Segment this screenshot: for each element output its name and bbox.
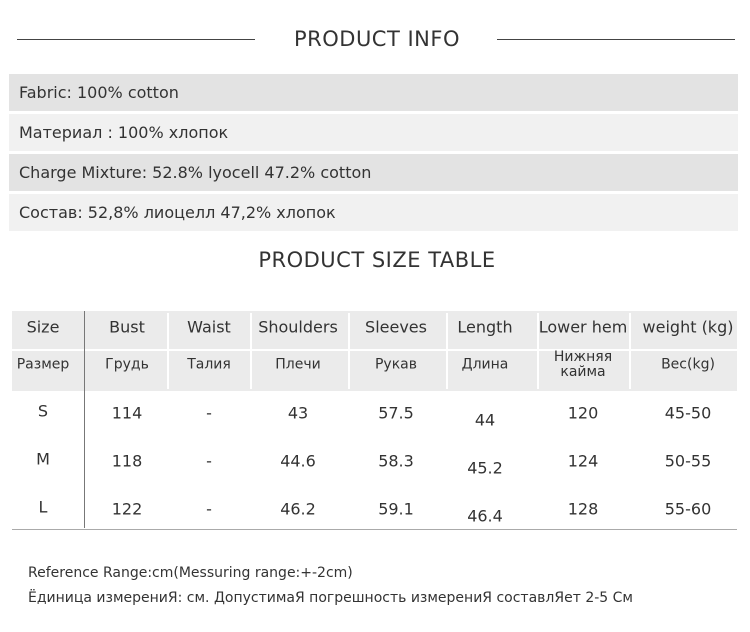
table-cell: 128 bbox=[567, 499, 599, 519]
header-column-divider bbox=[250, 313, 252, 389]
table-cell: 114 bbox=[111, 403, 143, 423]
table-cell: S bbox=[37, 401, 49, 421]
header-column-divider bbox=[446, 313, 448, 389]
product-info-title: PRODUCT INFO bbox=[293, 27, 460, 51]
table-cell: 55-60 bbox=[664, 499, 712, 519]
header-column-divider bbox=[537, 313, 539, 389]
table-cell: - bbox=[206, 451, 212, 471]
header-column-divider bbox=[167, 313, 169, 389]
header-ru-cell: Рукав bbox=[374, 356, 418, 373]
table-cell: - bbox=[206, 403, 212, 423]
header-ru-cell: Вес(kg) bbox=[661, 356, 715, 373]
header-ru-cell: Размер bbox=[16, 356, 70, 373]
header-column-divider bbox=[348, 313, 350, 389]
header-row-divider bbox=[12, 349, 737, 351]
table-cell: 124 bbox=[567, 451, 599, 471]
reference-range-note: Reference Range:cm(Messuring range:+-2cm… bbox=[28, 565, 353, 581]
table-cell: - bbox=[206, 499, 212, 519]
title-divider-right bbox=[497, 39, 735, 40]
header-ru-cell: Длина bbox=[461, 356, 509, 373]
header-ru-cell: Нижняя кайма bbox=[553, 349, 613, 380]
table-cell: 58.3 bbox=[378, 451, 414, 471]
table-cell: 46.2 bbox=[280, 499, 316, 519]
table-cell: L bbox=[38, 497, 48, 517]
header-ru-cell: Грудь bbox=[105, 356, 149, 373]
header-en-cell: Bust bbox=[109, 317, 145, 337]
header-en-cell: Length bbox=[457, 317, 513, 337]
header-en-cell: Sleeves bbox=[365, 317, 427, 337]
header-en-cell: weight (kg) bbox=[642, 317, 734, 337]
table-cell: 120 bbox=[567, 403, 599, 423]
header-column-divider bbox=[629, 313, 631, 389]
table-cell: 44 bbox=[474, 410, 496, 430]
header-ru-cell: Талия bbox=[187, 356, 231, 373]
table-cell: 45-50 bbox=[664, 403, 712, 423]
table-cell: 50-55 bbox=[664, 451, 712, 471]
table-cell: 43 bbox=[287, 403, 309, 423]
info-row-composition-ru: Состав: 52,8% лиоцелл 47,2% хлопок bbox=[9, 194, 738, 231]
header-en-cell: Waist bbox=[187, 317, 231, 337]
table-cell: 57.5 bbox=[378, 403, 414, 423]
table-cell: 59.1 bbox=[378, 499, 414, 519]
table-cell: 122 bbox=[111, 499, 143, 519]
table-cell: 118 bbox=[111, 451, 143, 471]
size-column-divider bbox=[84, 311, 85, 528]
table-bottom-border bbox=[12, 529, 737, 530]
measurement-note-ru: Ёдиница измерениЯ: см. ДопустимаЯ погреш… bbox=[28, 590, 633, 606]
size-table: Size Bust Waist Shoulders Sleeves Length Lower… bbox=[12, 311, 737, 531]
size-table-header bbox=[12, 311, 737, 391]
info-row-charge-mixture: Charge Mixture: 52.8% lyocell 47.2% cott… bbox=[9, 154, 738, 191]
info-row-material-ru: Материал : 100% хлопок bbox=[9, 114, 738, 151]
table-cell: 44.6 bbox=[280, 451, 316, 471]
info-row-fabric: Fabric: 100% cotton bbox=[9, 74, 738, 111]
header-en-cell: Size bbox=[26, 317, 60, 337]
header-en-cell: Shoulders bbox=[258, 317, 338, 337]
table-cell: 46.4 bbox=[467, 506, 503, 526]
size-table-title: PRODUCT SIZE TABLE bbox=[258, 248, 496, 272]
table-cell: 45.2 bbox=[467, 458, 503, 478]
header-ru-cell: Плечи bbox=[275, 356, 321, 373]
title-divider-left bbox=[17, 39, 255, 40]
table-cell: M bbox=[36, 449, 50, 469]
header-en-cell: Lower hem bbox=[538, 317, 628, 337]
